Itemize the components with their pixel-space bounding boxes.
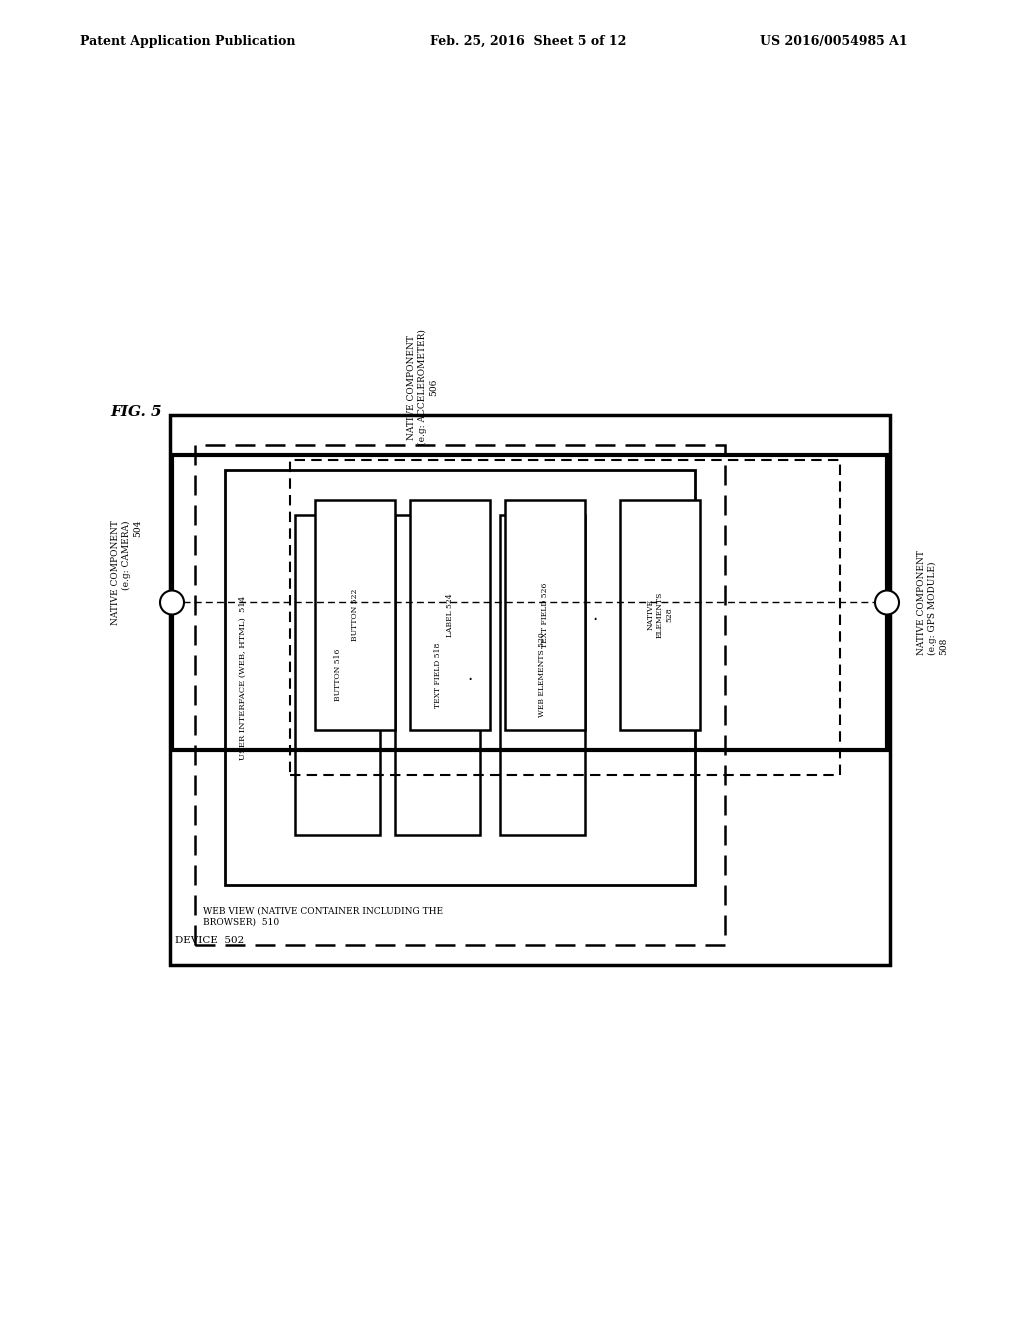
Text: Patent Application Publication: Patent Application Publication: [80, 36, 296, 48]
FancyBboxPatch shape: [395, 515, 480, 836]
Text: NATIVE COMPONENT
(e.g: ACCELEROMETER)
506: NATIVE COMPONENT (e.g: ACCELEROMETER) 50…: [407, 329, 438, 445]
Text: LABEL 524: LABEL 524: [446, 593, 454, 636]
Text: NATIVE COMPONENT
(e.g: CAMERA)
504: NATIVE COMPONENT (e.g: CAMERA) 504: [111, 520, 142, 624]
Text: BUTTON 522: BUTTON 522: [351, 589, 359, 642]
Text: TEXT FIELD 518: TEXT FIELD 518: [433, 643, 441, 708]
Text: US 2016/0054985 A1: US 2016/0054985 A1: [760, 36, 907, 48]
Circle shape: [160, 590, 184, 615]
Text: WEB VIEW (NATIVE CONTAINER INCLUDING THE
BROWSER)  510: WEB VIEW (NATIVE CONTAINER INCLUDING THE…: [203, 907, 443, 927]
Text: Feb. 25, 2016  Sheet 5 of 12: Feb. 25, 2016 Sheet 5 of 12: [430, 36, 627, 48]
FancyBboxPatch shape: [295, 515, 380, 836]
Text: FIG. 5: FIG. 5: [110, 405, 162, 418]
Text: NATIVE COMPONENT
(e.g: GPS MODULE)
508: NATIVE COMPONENT (e.g: GPS MODULE) 508: [918, 550, 948, 655]
Text: .: .: [467, 667, 473, 684]
Text: USER INTERFACE (WEB, HTML)  514: USER INTERFACE (WEB, HTML) 514: [239, 595, 247, 759]
FancyBboxPatch shape: [170, 414, 890, 965]
Text: DEVICE  502: DEVICE 502: [175, 936, 245, 945]
FancyBboxPatch shape: [500, 515, 585, 836]
FancyBboxPatch shape: [620, 500, 700, 730]
FancyBboxPatch shape: [225, 470, 695, 884]
Text: NATIVE
ELEMENTS
528: NATIVE ELEMENTS 528: [647, 591, 673, 638]
FancyBboxPatch shape: [505, 500, 585, 730]
FancyBboxPatch shape: [315, 500, 395, 730]
Text: BUTTON 516: BUTTON 516: [334, 649, 341, 701]
FancyBboxPatch shape: [195, 445, 725, 945]
Text: .: .: [592, 606, 598, 624]
Text: WEB ELEMENTS 520: WEB ELEMENTS 520: [539, 632, 547, 717]
Text: TEXT FIELD 526: TEXT FIELD 526: [541, 582, 549, 648]
FancyBboxPatch shape: [410, 500, 490, 730]
Circle shape: [874, 590, 899, 615]
